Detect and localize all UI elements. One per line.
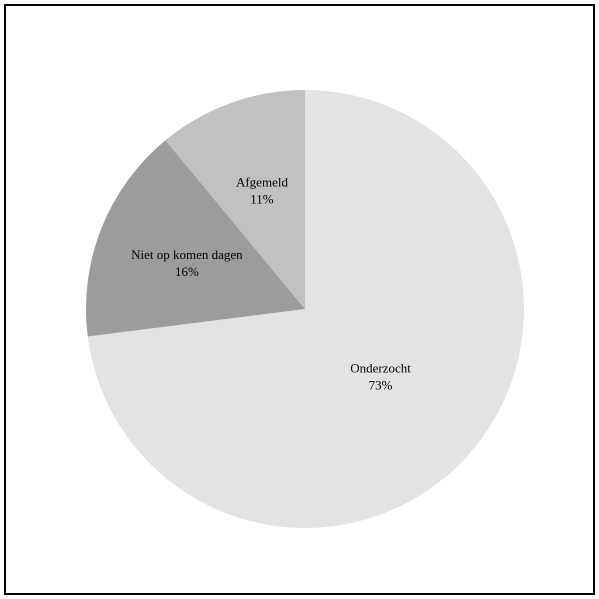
slice-label-niet-op-komen-dagen: Niet op komen dagen xyxy=(131,247,243,262)
slice-onderzocht xyxy=(87,90,524,528)
chart-frame: Onderzocht 73% Niet op komen dagen 16% Afgem… xyxy=(4,4,595,595)
slice-niet-op-komen-dagen xyxy=(86,140,305,337)
slice-value-niet-op-komen-dagen: 16% xyxy=(175,264,199,279)
pie-slices xyxy=(86,90,524,528)
slice-value-afgemeld: 11% xyxy=(250,191,274,206)
slice-afgemeld xyxy=(165,90,305,309)
slice-value-onderzocht: 73% xyxy=(369,378,393,393)
pie-chart: Onderzocht 73% Niet op komen dagen 16% Afgem… xyxy=(86,90,524,528)
slice-label-onderzocht: Onderzocht xyxy=(350,361,411,376)
slice-label-afgemeld: Afgemeld xyxy=(236,174,288,189)
pie-labels: Onderzocht 73% Niet op komen dagen 16% Afgem… xyxy=(131,174,411,392)
